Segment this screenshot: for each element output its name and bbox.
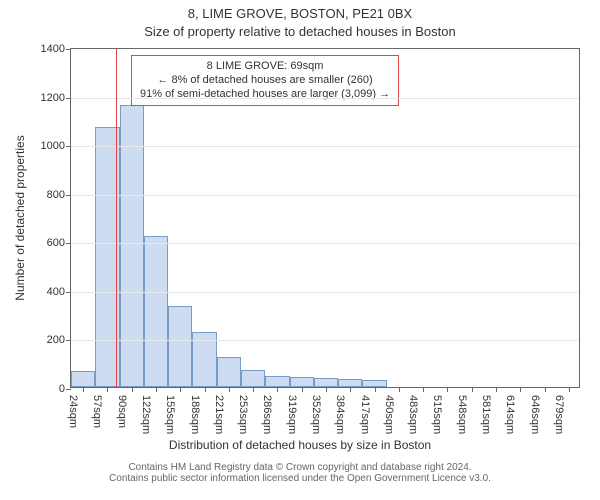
x-tick-label: 417sqm [359, 395, 371, 434]
legend-line: 91% of semi-detached houses are larger (… [140, 88, 390, 102]
x-tick-mark [399, 387, 400, 392]
x-tick-mark [156, 387, 157, 392]
chart-container: 8, LIME GROVE, BOSTON, PE21 0BX Size of … [0, 0, 600, 500]
y-tick-label: 1200 [41, 92, 65, 104]
x-tick-label: 450sqm [383, 395, 395, 434]
y-tick-mark [66, 292, 71, 293]
x-tick-mark [569, 387, 570, 392]
x-tick-label: 384sqm [334, 395, 346, 434]
x-tick-label: 188sqm [189, 395, 201, 434]
property-marker-line [116, 49, 117, 387]
x-tick-label: 646sqm [529, 395, 541, 434]
bar [362, 380, 386, 387]
title-line-1: 8, LIME GROVE, BOSTON, PE21 0BX [0, 6, 600, 21]
bar [217, 357, 241, 387]
x-tick-label: 253sqm [237, 395, 249, 434]
x-tick-mark [447, 387, 448, 392]
y-tick-mark [66, 243, 71, 244]
footer-line: Contains HM Land Registry data © Crown c… [0, 462, 600, 473]
title-line-2: Size of property relative to detached ho… [0, 24, 600, 39]
x-tick-mark [472, 387, 473, 392]
grid-line [71, 243, 579, 244]
x-tick-mark [545, 387, 546, 392]
x-axis-label: Distribution of detached houses by size … [0, 438, 600, 452]
x-tick-mark [326, 387, 327, 392]
grid-line [71, 195, 579, 196]
plot-area: 8 LIME GROVE: 69sqm← 8% of detached hous… [70, 48, 580, 388]
bar [314, 378, 338, 387]
y-tick-label: 600 [47, 237, 65, 249]
x-tick-mark [423, 387, 424, 392]
x-tick-label: 221sqm [213, 395, 225, 434]
y-tick-mark [66, 195, 71, 196]
x-tick-mark [205, 387, 206, 392]
x-tick-mark [132, 387, 133, 392]
x-tick-label: 155sqm [164, 395, 176, 434]
x-tick-label: 57sqm [91, 395, 103, 428]
grid-line [71, 292, 579, 293]
x-tick-label: 679sqm [553, 395, 565, 434]
bar [168, 306, 192, 387]
y-tick-mark [66, 49, 71, 50]
bar [338, 379, 362, 388]
bar [290, 377, 314, 387]
y-tick-label: 200 [47, 334, 65, 346]
footer-line: Contains public sector information licen… [0, 473, 600, 484]
x-tick-label: 548sqm [456, 395, 468, 434]
legend-line: ← 8% of detached houses are smaller (260… [140, 74, 390, 88]
x-tick-mark [253, 387, 254, 392]
x-tick-mark [229, 387, 230, 392]
bar [120, 105, 144, 387]
y-tick-mark [66, 340, 71, 341]
x-tick-label: 483sqm [407, 395, 419, 434]
x-tick-label: 286sqm [261, 395, 273, 434]
y-tick-mark [66, 146, 71, 147]
x-tick-label: 581sqm [480, 395, 492, 434]
x-tick-label: 319sqm [286, 395, 298, 434]
y-tick-label: 400 [47, 286, 65, 298]
legend-line: 8 LIME GROVE: 69sqm [140, 60, 390, 74]
x-tick-label: 614sqm [504, 395, 516, 434]
bar [144, 236, 168, 387]
grid-line [71, 340, 579, 341]
x-tick-mark [180, 387, 181, 392]
y-tick-label: 0 [59, 383, 65, 395]
x-tick-mark [375, 387, 376, 392]
y-tick-mark [66, 98, 71, 99]
x-tick-mark [83, 387, 84, 392]
bar [265, 376, 289, 387]
x-tick-mark [350, 387, 351, 392]
y-tick-label: 1400 [41, 43, 65, 55]
y-axis-label: Number of detached properties [13, 135, 27, 300]
bar [71, 371, 95, 387]
grid-line [71, 146, 579, 147]
x-tick-label: 352sqm [310, 395, 322, 434]
grid-line [71, 98, 579, 99]
x-tick-label: 90sqm [116, 395, 128, 428]
y-tick-label: 1000 [41, 140, 65, 152]
y-tick-mark [66, 389, 71, 390]
x-tick-label: 122sqm [140, 395, 152, 434]
x-tick-mark [277, 387, 278, 392]
y-tick-label: 800 [47, 189, 65, 201]
x-tick-label: 24sqm [67, 395, 79, 428]
x-tick-label: 515sqm [431, 395, 443, 434]
bar [241, 370, 265, 387]
footer: Contains HM Land Registry data © Crown c… [0, 462, 600, 484]
x-tick-mark [496, 387, 497, 392]
x-tick-mark [302, 387, 303, 392]
x-tick-mark [520, 387, 521, 392]
legend-box: 8 LIME GROVE: 69sqm← 8% of detached hous… [131, 55, 399, 106]
x-tick-mark [107, 387, 108, 392]
